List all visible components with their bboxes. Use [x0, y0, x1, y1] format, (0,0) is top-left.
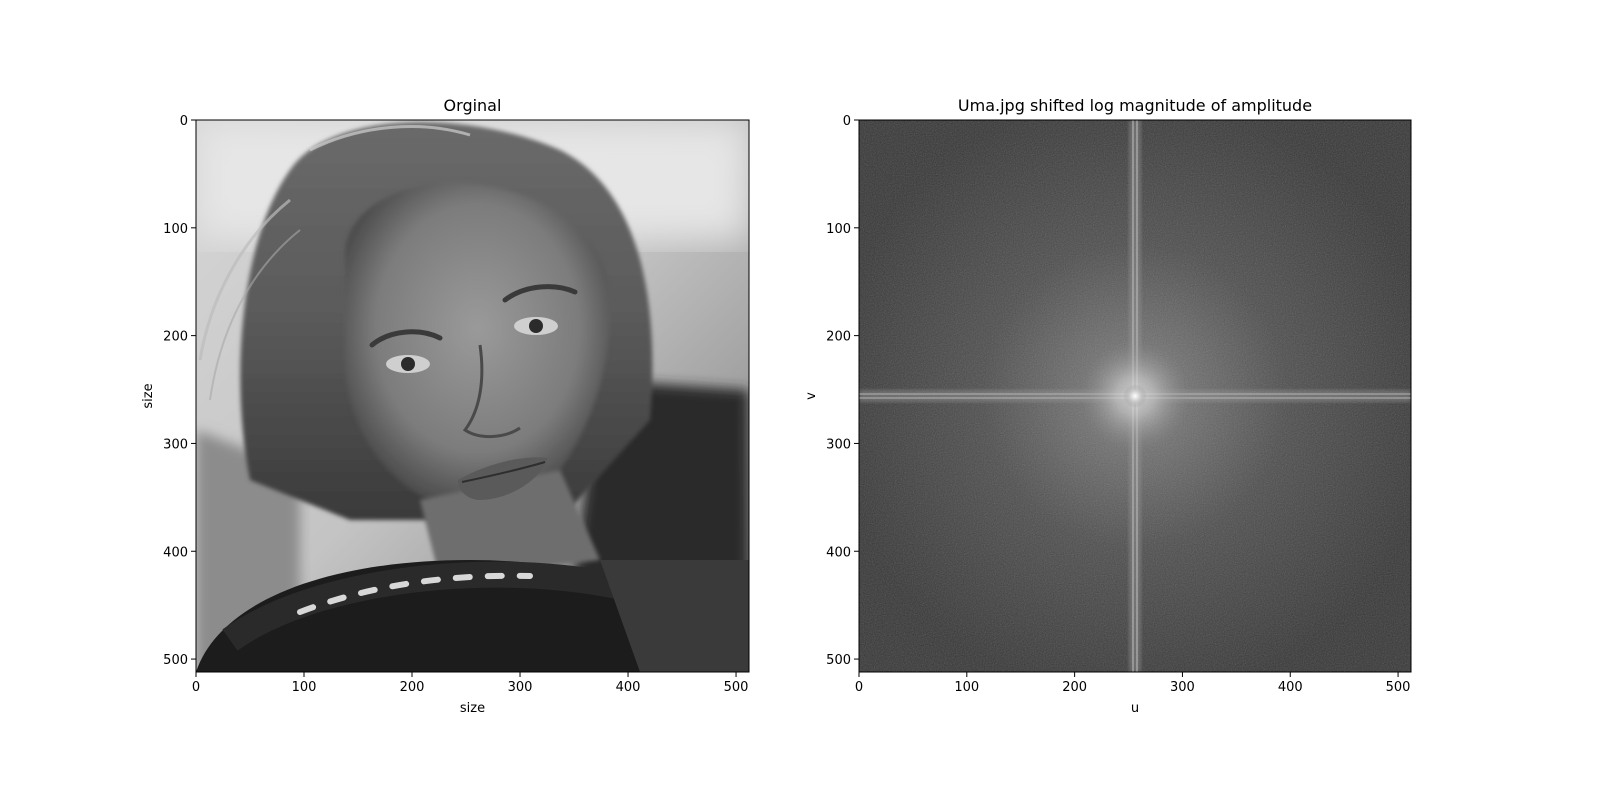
original-xtick-label: 200	[400, 680, 425, 695]
original-ytick-label: 100	[163, 222, 188, 237]
original-axis-ticks: 0 100 200 300 400 500 0 100 200 300 400 500	[163, 114, 748, 695]
spectrum-xtick-label: 200	[1062, 680, 1087, 695]
original-xtick-label: 400	[616, 680, 641, 695]
spectrum-xtick-label: 0	[855, 680, 863, 695]
spectrum-xtick-label: 500	[1386, 680, 1411, 695]
original-xtick-label: 100	[292, 680, 317, 695]
original-xlabel: size	[460, 701, 485, 716]
spectrum-ytick-label: 200	[826, 330, 851, 345]
spectrum-xtick-label: 400	[1278, 680, 1303, 695]
original-ytick-label: 300	[163, 437, 188, 452]
spectrum-image	[859, 120, 1411, 672]
spectrum-ytick-label: 0	[843, 114, 851, 129]
original-image	[196, 120, 749, 672]
spectrum-ytick-label: 100	[826, 222, 851, 237]
spectrum-ytick-label: 500	[826, 653, 851, 668]
spectrum-ytick-label: 400	[826, 545, 851, 560]
original-ytick-label: 500	[163, 653, 188, 668]
original-title: Orginal	[444, 96, 502, 115]
spectrum-title: Uma.jpg shifted log magnitude of amplitu…	[958, 96, 1312, 115]
spectrum-xtick-label: 100	[954, 680, 979, 695]
original-xtick-label: 300	[508, 680, 533, 695]
original-ytick-label: 200	[163, 330, 188, 345]
original-ytick-label: 0	[180, 114, 188, 129]
spectrum-xlabel: u	[1131, 701, 1139, 716]
original-xtick-label: 0	[192, 680, 200, 695]
original-ylabel: size	[141, 383, 156, 408]
spectrum-xtick-label: 300	[1170, 680, 1195, 695]
original-ytick-label: 400	[163, 545, 188, 560]
original-xtick-label: 500	[724, 680, 749, 695]
spectrum-plot-frame	[858, 119, 1412, 673]
original-image-panel: Orginal size size 0 100 200 300 400 500 0 100 20…	[141, 96, 750, 716]
spectrum-axis-ticks: 0 100 200 300 400 500 0 100 200 300 400 500	[826, 114, 1410, 695]
spectrum-image-panel: Uma.jpg shifted log magnitude of amplitu…	[804, 96, 1412, 716]
spectrum-ytick-label: 300	[826, 437, 851, 452]
spectrum-ylabel: v	[804, 392, 819, 400]
original-plot-frame	[195, 119, 750, 673]
